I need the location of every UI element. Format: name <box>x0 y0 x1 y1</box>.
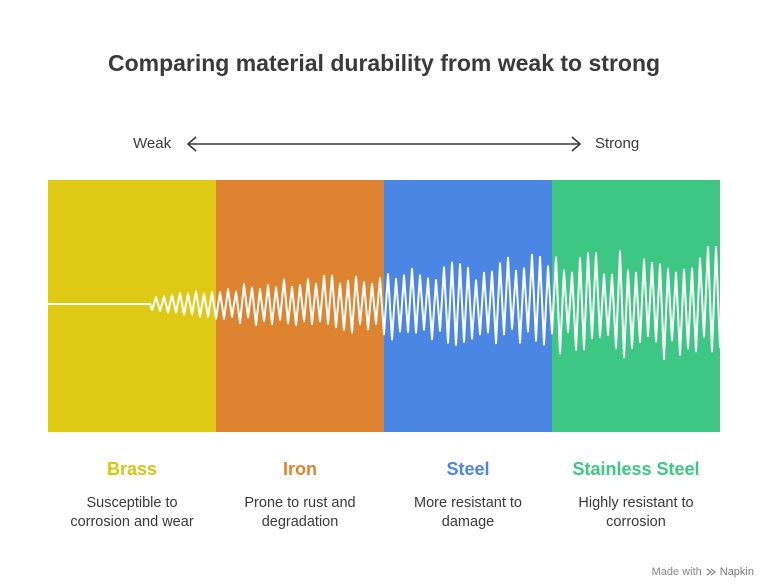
band-iron <box>216 180 384 432</box>
material-name: Stainless Steel <box>572 459 700 479</box>
description-line: Susceptible to <box>86 495 178 511</box>
made-with-napkin-footer: Made with Napkin <box>652 566 754 578</box>
footer-brand: Napkin <box>719 566 754 578</box>
description-line: corrosion <box>606 514 666 530</box>
durability-bands <box>48 180 720 432</box>
material-stainless-steel: Stainless Steel Highly resistant to corr… <box>552 456 720 532</box>
description-line: degradation <box>261 514 339 530</box>
material-iron: Iron Prone to rust and degradation <box>216 456 384 532</box>
description-line: More resistant to <box>414 495 522 511</box>
description-line: corrosion and wear <box>70 514 194 530</box>
description-line: Prone to rust and <box>244 495 356 511</box>
band-brass <box>48 180 216 432</box>
material-name: Brass <box>106 459 158 479</box>
vibration-waveform <box>48 245 720 360</box>
description-line: damage <box>441 514 495 530</box>
material-steel: Steel More resistant to damage <box>384 456 552 532</box>
page-title: Comparing material durability from weak … <box>107 50 661 76</box>
band-steel <box>384 180 552 432</box>
material-brass: Brass Susceptible to corrosion and wear <box>48 456 216 532</box>
scale-weak-label: Weak <box>133 135 172 152</box>
footer-prefix: Made with <box>651 566 702 578</box>
material-name: Iron <box>283 459 317 479</box>
description-line: Highly resistant to <box>578 495 694 511</box>
material-description: Prone to rust and degradation <box>216 494 384 532</box>
material-description: Susceptible to corrosion and wear <box>48 494 216 532</box>
material-description: More resistant to damage <box>384 494 552 532</box>
band-stainless-steel <box>552 180 720 432</box>
material-name: Steel <box>446 459 490 479</box>
scale-strong-label: Strong <box>595 135 640 152</box>
napkin-logo-icon <box>706 568 716 576</box>
double-arrow-icon <box>186 136 582 152</box>
material-description: Highly resistant to corrosion <box>552 494 720 532</box>
